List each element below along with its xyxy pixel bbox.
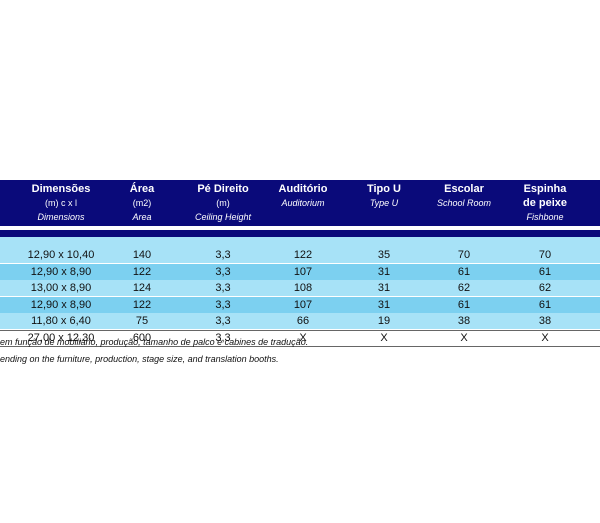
header-title-line2: de peixe [522, 197, 568, 209]
cell-auditorium: 66 [296, 315, 310, 327]
cell-dimensions: 12,90 x 8,90 [30, 266, 92, 278]
header-english: Auditorium [281, 198, 325, 208]
cell-area: 140 [132, 249, 152, 261]
header-auditorium: Auditório Auditorium [270, 180, 336, 210]
cell-type-u: 31 [377, 299, 391, 311]
header-english: Area [132, 212, 152, 222]
cell-fishbone: 70 [538, 249, 552, 261]
header-title: Espinha [523, 183, 567, 195]
cell-auditorium: 107 [293, 266, 313, 278]
cell-school-room: 61 [457, 299, 471, 311]
cell-area: 600 [132, 332, 152, 344]
header-title: Pé Direito [197, 183, 249, 195]
table-row: 27,00 x 12,30 600 3,3 X X X X [0, 330, 600, 347]
header-title: Escolar [444, 183, 484, 195]
header-title: Área [129, 183, 155, 195]
cell-fishbone: 62 [538, 282, 552, 294]
cell-dimensions: 27,00 x 12,30 [27, 332, 95, 344]
cell-auditorium: 122 [293, 249, 313, 261]
cell-dimensions: 13,00 x 8,90 [30, 282, 92, 294]
header-dimensions: Dimensões (m) c x l Dimensions [0, 180, 122, 224]
cell-fishbone: 61 [538, 266, 552, 278]
cell-type-u: 31 [377, 266, 391, 278]
cell-ceiling-height: 3,3 [215, 282, 231, 294]
cell-ceiling-height: 3,3 [215, 315, 231, 327]
table-row: 12,90 x 10,40 140 3,3 122 35 70 70 [0, 247, 600, 264]
header-title: Dimensões [31, 183, 91, 195]
header-area: Área (m2) Area [112, 180, 172, 224]
header-unit: (m) [216, 198, 230, 208]
cell-ceiling-height: 3,3 [215, 332, 231, 344]
cell-auditorium: 108 [293, 282, 313, 294]
cell-ceiling-height: 3,3 [215, 249, 231, 261]
header-ceiling-height: Pé Direito (m) Ceiling Height [182, 180, 264, 224]
header-english: Ceiling Height [194, 212, 252, 222]
cell-school-room: 38 [457, 315, 471, 327]
header-fishbone: Espinha de peixe Fishbone [513, 180, 577, 224]
cell-auditorium: 107 [293, 299, 313, 311]
capacity-table: Dimensões (m) c x l Dimensions Área (m2)… [0, 180, 600, 347]
cell-school-room: 70 [457, 249, 471, 261]
cell-area: 122 [132, 299, 152, 311]
cell-type-u: 19 [377, 315, 391, 327]
cell-area: 75 [135, 315, 149, 327]
header-unit: (m) c x l [45, 198, 77, 208]
cell-school-room: 61 [457, 266, 471, 278]
header-title: Tipo U [366, 183, 401, 195]
table-row: 12,90 x 8,90 122 3,3 107 31 61 61 [0, 264, 600, 280]
cell-school-room: X [460, 332, 468, 344]
cell-ceiling-height: 3,3 [215, 266, 231, 278]
cell-type-u: X [380, 332, 388, 344]
footnote-portuguese: em função de mobiliário, produção, taman… [0, 337, 309, 347]
cell-school-room: 62 [457, 282, 471, 294]
header-gap [0, 226, 600, 230]
cell-ceiling-height: 3,3 [215, 299, 231, 311]
cell-fishbone: 61 [538, 299, 552, 311]
header-english: Dimensions [37, 212, 85, 222]
cell-dimensions: 12,90 x 10,40 [27, 249, 95, 261]
cell-type-u: 31 [377, 282, 391, 294]
cell-fishbone: 38 [538, 315, 552, 327]
header-english: Fishbone [526, 212, 564, 222]
header-school-room: Escolar School Room [426, 180, 502, 210]
cell-area: 122 [132, 266, 152, 278]
cell-area: 124 [132, 282, 152, 294]
cell-type-u: 35 [377, 249, 391, 261]
header-divider [0, 230, 600, 237]
blank-row [0, 237, 600, 247]
table-row: 13,00 x 8,90 124 3,3 108 31 62 62 [0, 280, 600, 297]
footnote-english: ending on the furniture, production, sta… [0, 354, 279, 364]
header-unit: (m2) [132, 198, 152, 208]
header-english: School Room [436, 198, 492, 208]
table-row: 11,80 x 6,40 75 3,3 66 19 38 38 [0, 313, 600, 330]
header-english: Type U [369, 198, 399, 208]
header-type-u: Tipo U Type U [354, 180, 414, 210]
cell-auditorium: X [299, 332, 307, 344]
cell-fishbone: X [541, 332, 549, 344]
table-row: 12,90 x 8,90 122 3,3 107 31 61 61 [0, 297, 600, 313]
cell-dimensions: 11,80 x 6,40 [31, 315, 91, 327]
table-header: Dimensões (m) c x l Dimensions Área (m2)… [0, 180, 600, 226]
header-title: Auditório [278, 183, 328, 195]
cell-dimensions: 12,90 x 8,90 [30, 299, 92, 311]
